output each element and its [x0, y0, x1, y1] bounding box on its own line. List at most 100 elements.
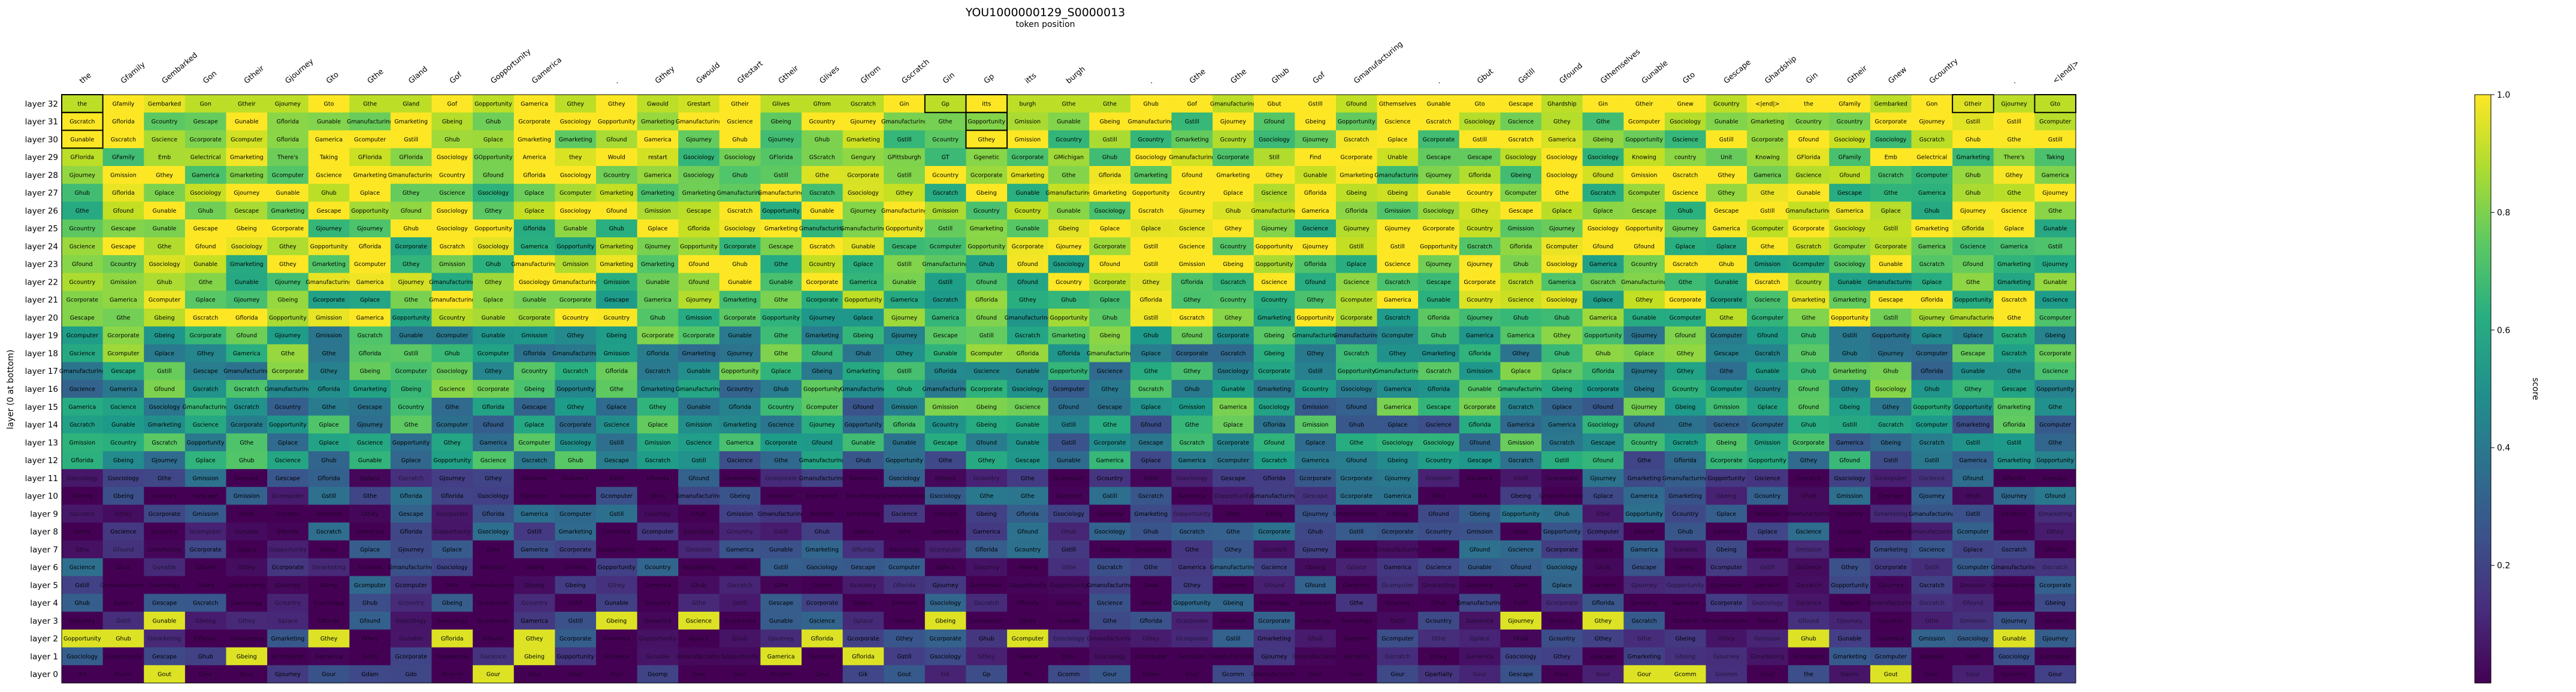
cell-token: Gmission [603, 279, 630, 286]
heatmap-cell [473, 237, 515, 256]
heatmap-cell [473, 255, 515, 274]
cell-token: Gbeing [1470, 511, 1490, 518]
cell-token: Gmission [1384, 208, 1411, 214]
cell-token: Gopportunity [64, 636, 101, 642]
heatmap-cell [1253, 112, 1295, 131]
cell-token: Gthey [1019, 297, 1036, 304]
cell-token: Gmanufacturing [799, 475, 845, 482]
cell-token: GFamily [112, 155, 135, 161]
cell-token: Gescape [1591, 654, 1615, 660]
cell-token: Gour [486, 672, 500, 678]
cell-token: Gmanufacturing [1785, 511, 1831, 518]
heatmap-cell [1541, 166, 1583, 185]
cell-token: Gpartially [1425, 672, 1453, 678]
cell-token: Gcountry [439, 172, 465, 179]
cell-token: Gunable [399, 333, 423, 339]
heatmap-cell [884, 112, 926, 131]
cell-token: Gflorida [235, 315, 258, 321]
heatmap-cell [678, 166, 720, 185]
cell-token: Gamerica [1918, 243, 1946, 250]
cell-token: Gstill [1473, 137, 1487, 143]
cell-token: Gsociology [437, 208, 468, 214]
cell-token: Gthe [774, 582, 788, 589]
cell-token: Gthe [774, 350, 788, 357]
cell-token: GFlorida [769, 155, 793, 161]
cell-token: Gunable [2043, 279, 2067, 286]
cell-token: Gjourney [1220, 582, 1246, 589]
cell-token: Gplace [1716, 511, 1736, 518]
cell-token: Gthe [363, 493, 377, 500]
cell-token: Gstill [1514, 475, 1528, 482]
cell-token: Gstill [1226, 636, 1240, 642]
cell-token: Gthey [1512, 350, 1529, 357]
cell-token: Gfound [606, 208, 627, 214]
cell-token: Gthe [1062, 654, 1076, 660]
cell-token: Grestart [687, 101, 710, 107]
cell-token: Gjourney [1631, 333, 1657, 339]
cell-token: Gbeing [1387, 458, 1408, 464]
cell-token: Gthey [1224, 226, 1242, 232]
cell-token: Gcountry [398, 404, 424, 410]
cell-token: Ghub [239, 458, 254, 464]
cell-token: Gflorida [1099, 172, 1121, 179]
cell-token: Gcorporate [189, 546, 222, 553]
cell-token: Gmarketing [1011, 172, 1044, 179]
cell-token: Gcountry [1795, 119, 1822, 125]
heatmap-cell [226, 273, 268, 291]
col-label: Gtheir [242, 63, 266, 85]
col-label: Gstill [1516, 67, 1537, 86]
cell-token: Gmanufacturing [1334, 333, 1380, 339]
cell-token: Gsociology [1095, 654, 1126, 660]
cell-token: Gsociology [477, 190, 509, 197]
cell-token: Gstill [363, 654, 377, 660]
cell-token: Gflorida [277, 529, 300, 536]
cell-token: Gjourney [275, 279, 301, 286]
cell-token: Gplace [689, 636, 709, 642]
cell-token: Ghub [75, 190, 90, 197]
cell-token: Gmission [69, 440, 95, 446]
cell-token: Ghub [1966, 190, 1981, 197]
cell-token: Gcomputer [395, 368, 427, 375]
cell-token: Gbeing [853, 333, 873, 339]
cell-token: Gmanufacturing [758, 190, 804, 197]
cell-token: Gunable [111, 422, 135, 428]
heatmap-cell [1582, 273, 1624, 291]
cell-token: Gbeing [524, 582, 545, 589]
cell-token: Gescape [1426, 404, 1451, 410]
cell-token: Gcorporate [806, 297, 839, 304]
cell-token: Gplace [2004, 226, 2024, 232]
cell-token: Gcomputer [1053, 475, 1084, 482]
heatmap-cell [1335, 183, 1378, 203]
heatmap-cell [760, 148, 802, 167]
cell-token: Gthe [486, 546, 500, 553]
heatmap-cell [349, 112, 391, 131]
heatmap-cell [1706, 166, 1747, 185]
cell-token: Ghub [1144, 333, 1159, 339]
cell-token: Gmanufacturing [1005, 315, 1051, 321]
cell-token: Gmission [1467, 368, 1493, 375]
heatmap-cell [1911, 148, 1953, 167]
cell-token: Gfound [236, 333, 257, 339]
cell-token: Gcomputer [1587, 529, 1619, 536]
cell-token: Gjourney [357, 226, 383, 232]
cell-token: Gfound [113, 208, 134, 214]
cell-token: Gmanufacturing [1991, 582, 2037, 589]
heatmap-cell [1664, 273, 1706, 291]
heatmap-cell [1870, 201, 1912, 220]
cell-token: Gcountry [1426, 458, 1452, 464]
cell-token: Gin [900, 101, 909, 107]
cell-token: Gcountry [1837, 119, 1863, 125]
cell-token: Gjourney [1302, 243, 1328, 250]
cell-token: Gplace [1141, 226, 1161, 232]
row-label: layer 4 [30, 599, 58, 608]
cell-token: Gcorporate [1423, 137, 1455, 143]
heatmap-cell [267, 112, 309, 131]
heatmap-cell [1007, 166, 1049, 185]
heatmap-cell [1911, 95, 1953, 113]
heatmap-cell [513, 219, 555, 238]
heatmap-cell [267, 201, 309, 220]
cell-token: Gscience [891, 511, 917, 518]
cell-token: Gunable [1838, 636, 1862, 642]
cell-token: Gto [324, 101, 334, 107]
cell-token: Gunable [70, 137, 94, 143]
